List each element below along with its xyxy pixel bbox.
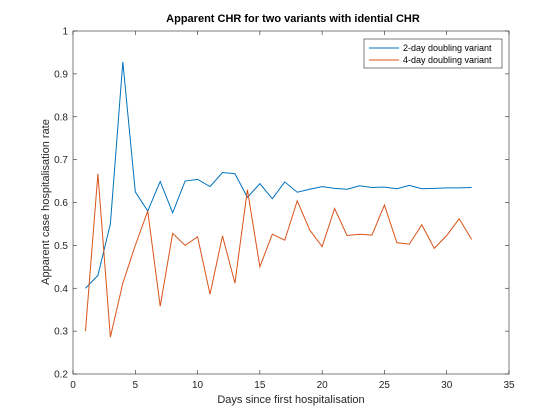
legend-label-4-day: 4-day doubling variant xyxy=(403,55,492,65)
x-tick-label: 15 xyxy=(254,380,266,391)
y-tick-label: 0.8 xyxy=(54,112,68,123)
y-tick-label: 0.5 xyxy=(54,241,68,252)
x-tick-label: 5 xyxy=(133,380,139,391)
y-tick-label: 1 xyxy=(62,27,68,38)
x-tick-label: 25 xyxy=(379,380,391,391)
x-axis-label: Days since first hospitalisation xyxy=(217,394,364,406)
x-tick-label: 35 xyxy=(503,380,515,391)
legend-label-2-day: 2-day doubling variant xyxy=(403,43,492,53)
y-tick-label: 0.2 xyxy=(54,370,68,381)
chart-title: Apparent CHR for two variants with ident… xyxy=(166,13,420,25)
y-tick-label: 0.7 xyxy=(54,155,68,166)
x-tick-label: 20 xyxy=(317,380,329,391)
x-tick-label: 10 xyxy=(192,380,204,391)
y-tick-label: 0.4 xyxy=(54,284,68,295)
x-tick-label: 0 xyxy=(70,380,76,391)
y-tick-label: 0.9 xyxy=(54,69,68,80)
plot-area xyxy=(73,31,509,374)
y-tick-label: 0.3 xyxy=(54,327,68,338)
x-tick-label: 30 xyxy=(441,380,453,391)
y-axis-label: Apparent case hospitalisation rate xyxy=(40,119,52,285)
y-tick-label: 0.6 xyxy=(54,198,68,209)
legend: 2-day doubling variant 4-day doubling va… xyxy=(364,39,502,68)
